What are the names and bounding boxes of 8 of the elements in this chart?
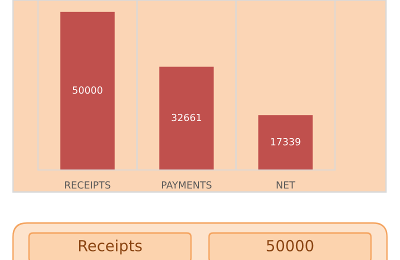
x-tick-label: PAYMENTS: [162, 181, 212, 189]
data-label: 32661: [172, 114, 202, 122]
text: Receipts: [78, 240, 142, 254]
text: 50000: [266, 240, 314, 252]
data-label: 50000: [72, 86, 102, 94]
x-tick-label: RECEIPTS: [65, 181, 110, 189]
x-tick-label: NET: [276, 181, 296, 188]
data-label: 17339: [271, 138, 300, 146]
